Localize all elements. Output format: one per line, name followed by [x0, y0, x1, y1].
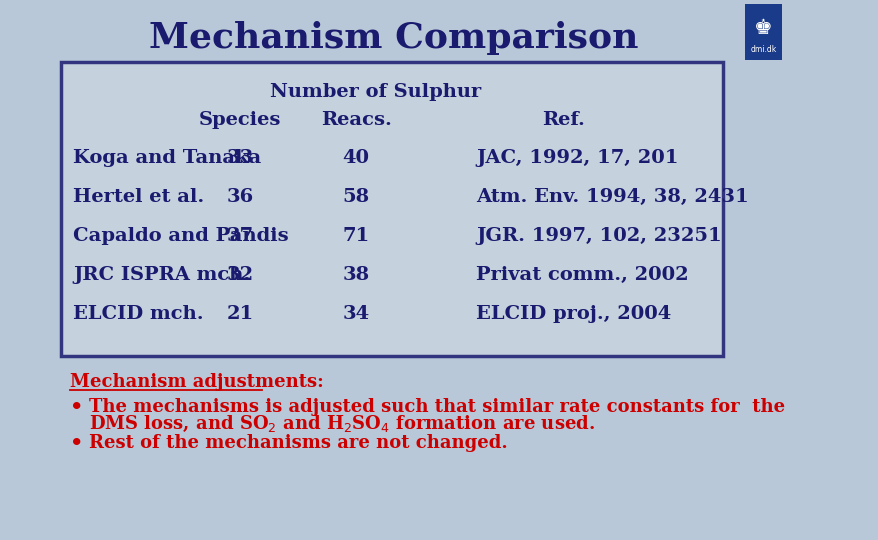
Text: Privat comm., 2002: Privat comm., 2002	[476, 266, 688, 284]
Text: The mechanisms is adjusted such that similar rate constants for  the: The mechanisms is adjusted such that sim…	[90, 398, 785, 416]
Text: 71: 71	[342, 227, 370, 245]
Text: 40: 40	[342, 149, 370, 167]
Text: •: •	[69, 433, 83, 453]
Text: DMS loss, and SO$_2$ and H$_2$SO$_4$ formation are used.: DMS loss, and SO$_2$ and H$_2$SO$_4$ for…	[90, 414, 595, 434]
Text: 33: 33	[226, 149, 253, 167]
Text: ELCID proj., 2004: ELCID proj., 2004	[476, 305, 671, 323]
Text: Mechanism adjustments:: Mechanism adjustments:	[69, 373, 323, 391]
Text: Atm. Env. 1994, 38, 2431: Atm. Env. 1994, 38, 2431	[476, 188, 748, 206]
Text: Mechanism Comparison: Mechanism Comparison	[149, 21, 637, 55]
Text: Number of Sulphur: Number of Sulphur	[270, 83, 481, 101]
Text: Ref.: Ref.	[542, 111, 585, 129]
Text: Koga and Tanaka: Koga and Tanaka	[73, 149, 262, 167]
Text: JGR. 1997, 102, 23251: JGR. 1997, 102, 23251	[476, 227, 721, 245]
FancyBboxPatch shape	[61, 62, 723, 356]
Text: 58: 58	[342, 188, 370, 206]
Text: 21: 21	[226, 305, 253, 323]
Text: 37: 37	[226, 227, 253, 245]
Text: dmi.dk: dmi.dk	[750, 45, 776, 55]
Text: 38: 38	[342, 266, 370, 284]
Text: ELCID mch.: ELCID mch.	[73, 305, 204, 323]
Text: JRC ISPRA mch.: JRC ISPRA mch.	[73, 266, 250, 284]
Text: ♚: ♚	[753, 18, 773, 38]
Text: Reacs.: Reacs.	[320, 111, 392, 129]
Text: 32: 32	[226, 266, 253, 284]
Text: 34: 34	[342, 305, 370, 323]
Text: Capaldo and Pandis: Capaldo and Pandis	[73, 227, 289, 245]
Text: Rest of the mechanisms are not changed.: Rest of the mechanisms are not changed.	[90, 434, 507, 452]
Text: 36: 36	[226, 188, 253, 206]
Text: Hertel et al.: Hertel et al.	[73, 188, 205, 206]
FancyBboxPatch shape	[745, 4, 781, 60]
Text: •: •	[69, 397, 83, 417]
Text: Species: Species	[198, 111, 281, 129]
Text: JAC, 1992, 17, 201: JAC, 1992, 17, 201	[476, 149, 678, 167]
